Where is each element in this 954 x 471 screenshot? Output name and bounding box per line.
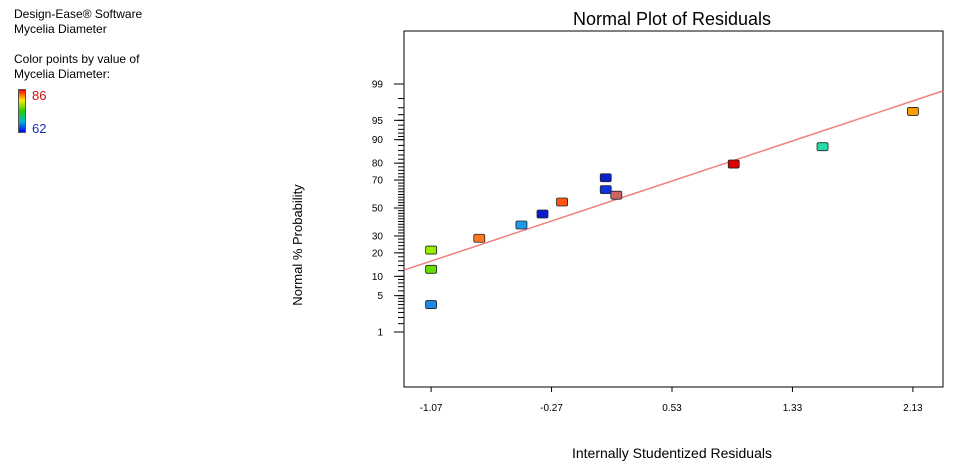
residual-point-8 [599,185,612,195]
y-tick-label: 99 [372,80,384,91]
y-tick-label: 30 [372,231,384,242]
fit-line [403,90,944,271]
residual-point-7 [556,197,568,207]
y-tick-label: 20 [372,248,384,259]
color-label-1: Color points by value of [14,52,140,66]
y-tick-label: 1 [377,328,383,339]
residual-point-1 [425,300,438,309]
color-legend-min: 62 [32,121,47,136]
y-tick-label: 95 [372,116,384,127]
response-name: Mycelia Diameter [14,22,107,36]
y-axis-label: Normal % Probability [290,184,305,306]
y-tick-label: 5 [377,291,383,302]
x-axis-label: Internally Studentized Residuals [572,445,772,461]
residual-point-2 [425,264,438,274]
plot-frame [403,30,944,388]
x-tick-label: 2.13 [903,403,923,414]
y-tick-label: 90 [372,135,384,146]
residual-point-3 [425,245,438,255]
info-panel: Design-Ease® Software Mycelia Diameter C… [14,7,142,82]
x-tick-label: -1.07 [420,403,443,414]
residual-point-11 [727,159,740,169]
x-tick-label: 0.53 [662,403,682,414]
color-legend-bar [18,89,26,133]
residual-point-5 [515,220,528,230]
residual-point-4 [473,233,486,243]
software-name: Design-Ease® Software [14,7,143,21]
y-tick-label: 80 [372,159,384,170]
y-tick-label: 50 [372,204,384,215]
x-tick-label: -0.27 [540,403,563,414]
residual-point-9 [599,173,612,183]
residual-point-10 [610,190,623,200]
chart-title: Normal Plot of Residuals [573,9,771,29]
residual-point-13 [906,107,919,116]
x-tick-label: 1.33 [783,403,803,414]
residual-point-12 [816,142,829,152]
color-label-2: Mycelia Diameter: [14,67,111,81]
y-tick-label: 10 [372,272,384,283]
y-tick-label: 70 [372,176,384,187]
color-legend-max: 86 [32,88,47,103]
residual-point-6 [536,209,549,219]
